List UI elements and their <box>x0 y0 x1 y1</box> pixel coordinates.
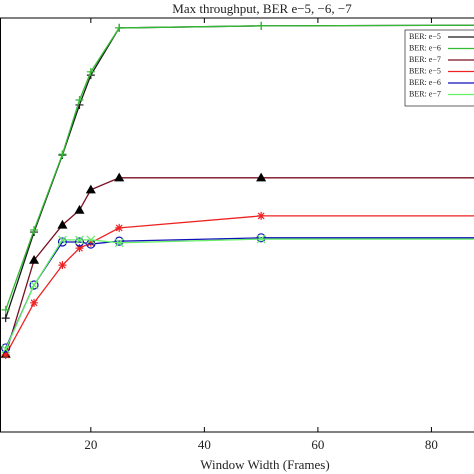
legend-label: BER: e−5 <box>409 66 441 75</box>
legend-label: BER: e−7 <box>409 89 441 98</box>
marker <box>1 343 11 353</box>
marker <box>74 237 85 247</box>
marker <box>1 344 11 354</box>
marker <box>115 223 124 232</box>
legend-label: BER: e−6 <box>409 78 441 87</box>
marker <box>30 298 39 307</box>
marker <box>257 211 266 220</box>
marker <box>58 235 67 245</box>
marker <box>29 280 39 290</box>
legend-label: BER: e−5 <box>409 32 441 41</box>
marker <box>29 280 39 290</box>
marker <box>57 237 68 247</box>
marker <box>58 150 67 159</box>
marker <box>57 219 68 229</box>
plot-area <box>0 21 474 359</box>
series-line <box>5 24 474 319</box>
marker <box>86 235 96 245</box>
marker <box>1 314 10 323</box>
series-line <box>5 177 474 355</box>
marker <box>85 184 96 194</box>
series-line <box>5 24 474 311</box>
legend: BER: e−5 BER: e−6 BER: e−7 BER: e−5 BER: e−6… <box>404 29 474 107</box>
marker <box>256 172 267 182</box>
marker <box>1 305 10 314</box>
marker <box>257 21 266 30</box>
legend-label: BER: e−7 <box>409 55 441 64</box>
series-line <box>5 238 474 350</box>
marker <box>115 23 124 32</box>
x-axis-label: Window Width (Frames) <box>200 457 329 472</box>
marker <box>86 67 95 76</box>
marker <box>75 95 84 104</box>
marker <box>114 238 124 248</box>
marker <box>30 225 39 234</box>
marker <box>114 236 124 246</box>
marker <box>1 350 10 359</box>
x-tick-label: 20 <box>84 437 97 452</box>
series-line <box>5 215 474 356</box>
marker <box>75 235 84 245</box>
x-tick-label: 60 <box>311 437 324 452</box>
series-line <box>5 237 474 349</box>
chart-title: Max throughput, BER e−5, −6, −7 <box>172 1 352 16</box>
legend-label: BER: e−6 <box>409 43 441 52</box>
marker <box>86 238 95 247</box>
marker <box>114 172 125 182</box>
marker <box>58 261 67 270</box>
x-tick-label: 80 <box>425 437 438 452</box>
marker <box>75 244 84 253</box>
legend-box <box>404 29 474 107</box>
marker <box>256 233 266 243</box>
marker <box>256 234 266 244</box>
marker <box>29 254 40 264</box>
x-tick-label: 40 <box>198 437 211 452</box>
marker <box>74 204 85 214</box>
